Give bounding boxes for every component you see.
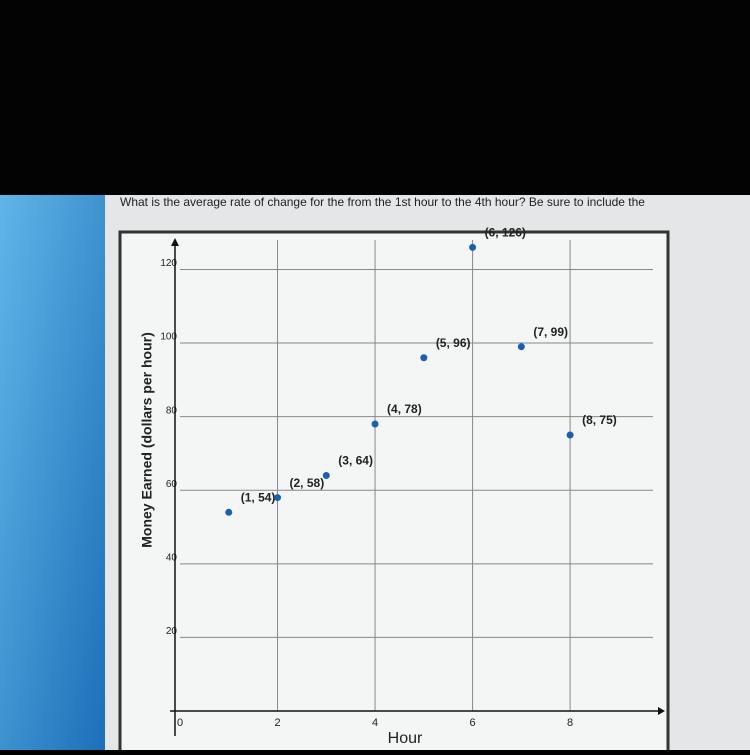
- data-point: [371, 420, 379, 428]
- x-axis-label: Hour: [388, 730, 423, 747]
- y-tick-label: 40: [166, 552, 178, 563]
- data-point: [322, 472, 330, 479]
- point-label: (6, 126): [485, 226, 526, 240]
- y-arrow: [171, 238, 179, 246]
- y-tick-label: 80: [166, 405, 178, 416]
- point-label: (3, 64): [338, 454, 373, 468]
- point-label: (5, 96): [436, 336, 471, 350]
- data-point: [274, 494, 282, 502]
- x-tick-label: 6: [470, 717, 476, 729]
- desktop-background: [0, 195, 105, 750]
- y-axis-label: Money Earned (dollars per hour): [139, 332, 155, 547]
- x-arrow: [658, 707, 665, 715]
- question-text: What is the average rate of change for t…: [120, 195, 645, 209]
- y-tick-label: 20: [166, 626, 178, 637]
- x-tick-label: 0: [177, 717, 183, 729]
- y-tick-label: 60: [166, 479, 178, 490]
- x-tick-label: 2: [274, 717, 280, 729]
- point-label: (1, 54): [241, 490, 276, 504]
- point-label: (2, 58): [290, 476, 325, 490]
- data-point: [517, 343, 525, 351]
- data-point: [420, 354, 428, 362]
- point-label: (8, 75): [582, 413, 617, 427]
- data-point: [469, 243, 477, 251]
- bezel: [0, 0, 750, 195]
- point-label: (7, 99): [533, 325, 568, 339]
- chart-frame: [118, 230, 670, 755]
- x-tick-label: 8: [567, 717, 573, 729]
- point-label: (4, 78): [387, 402, 422, 416]
- data-point: [566, 431, 574, 439]
- y-tick-label: 120: [160, 258, 177, 269]
- x-tick-label: 4: [372, 717, 378, 729]
- data-point: [225, 508, 233, 516]
- y-tick-label: 100: [160, 332, 177, 343]
